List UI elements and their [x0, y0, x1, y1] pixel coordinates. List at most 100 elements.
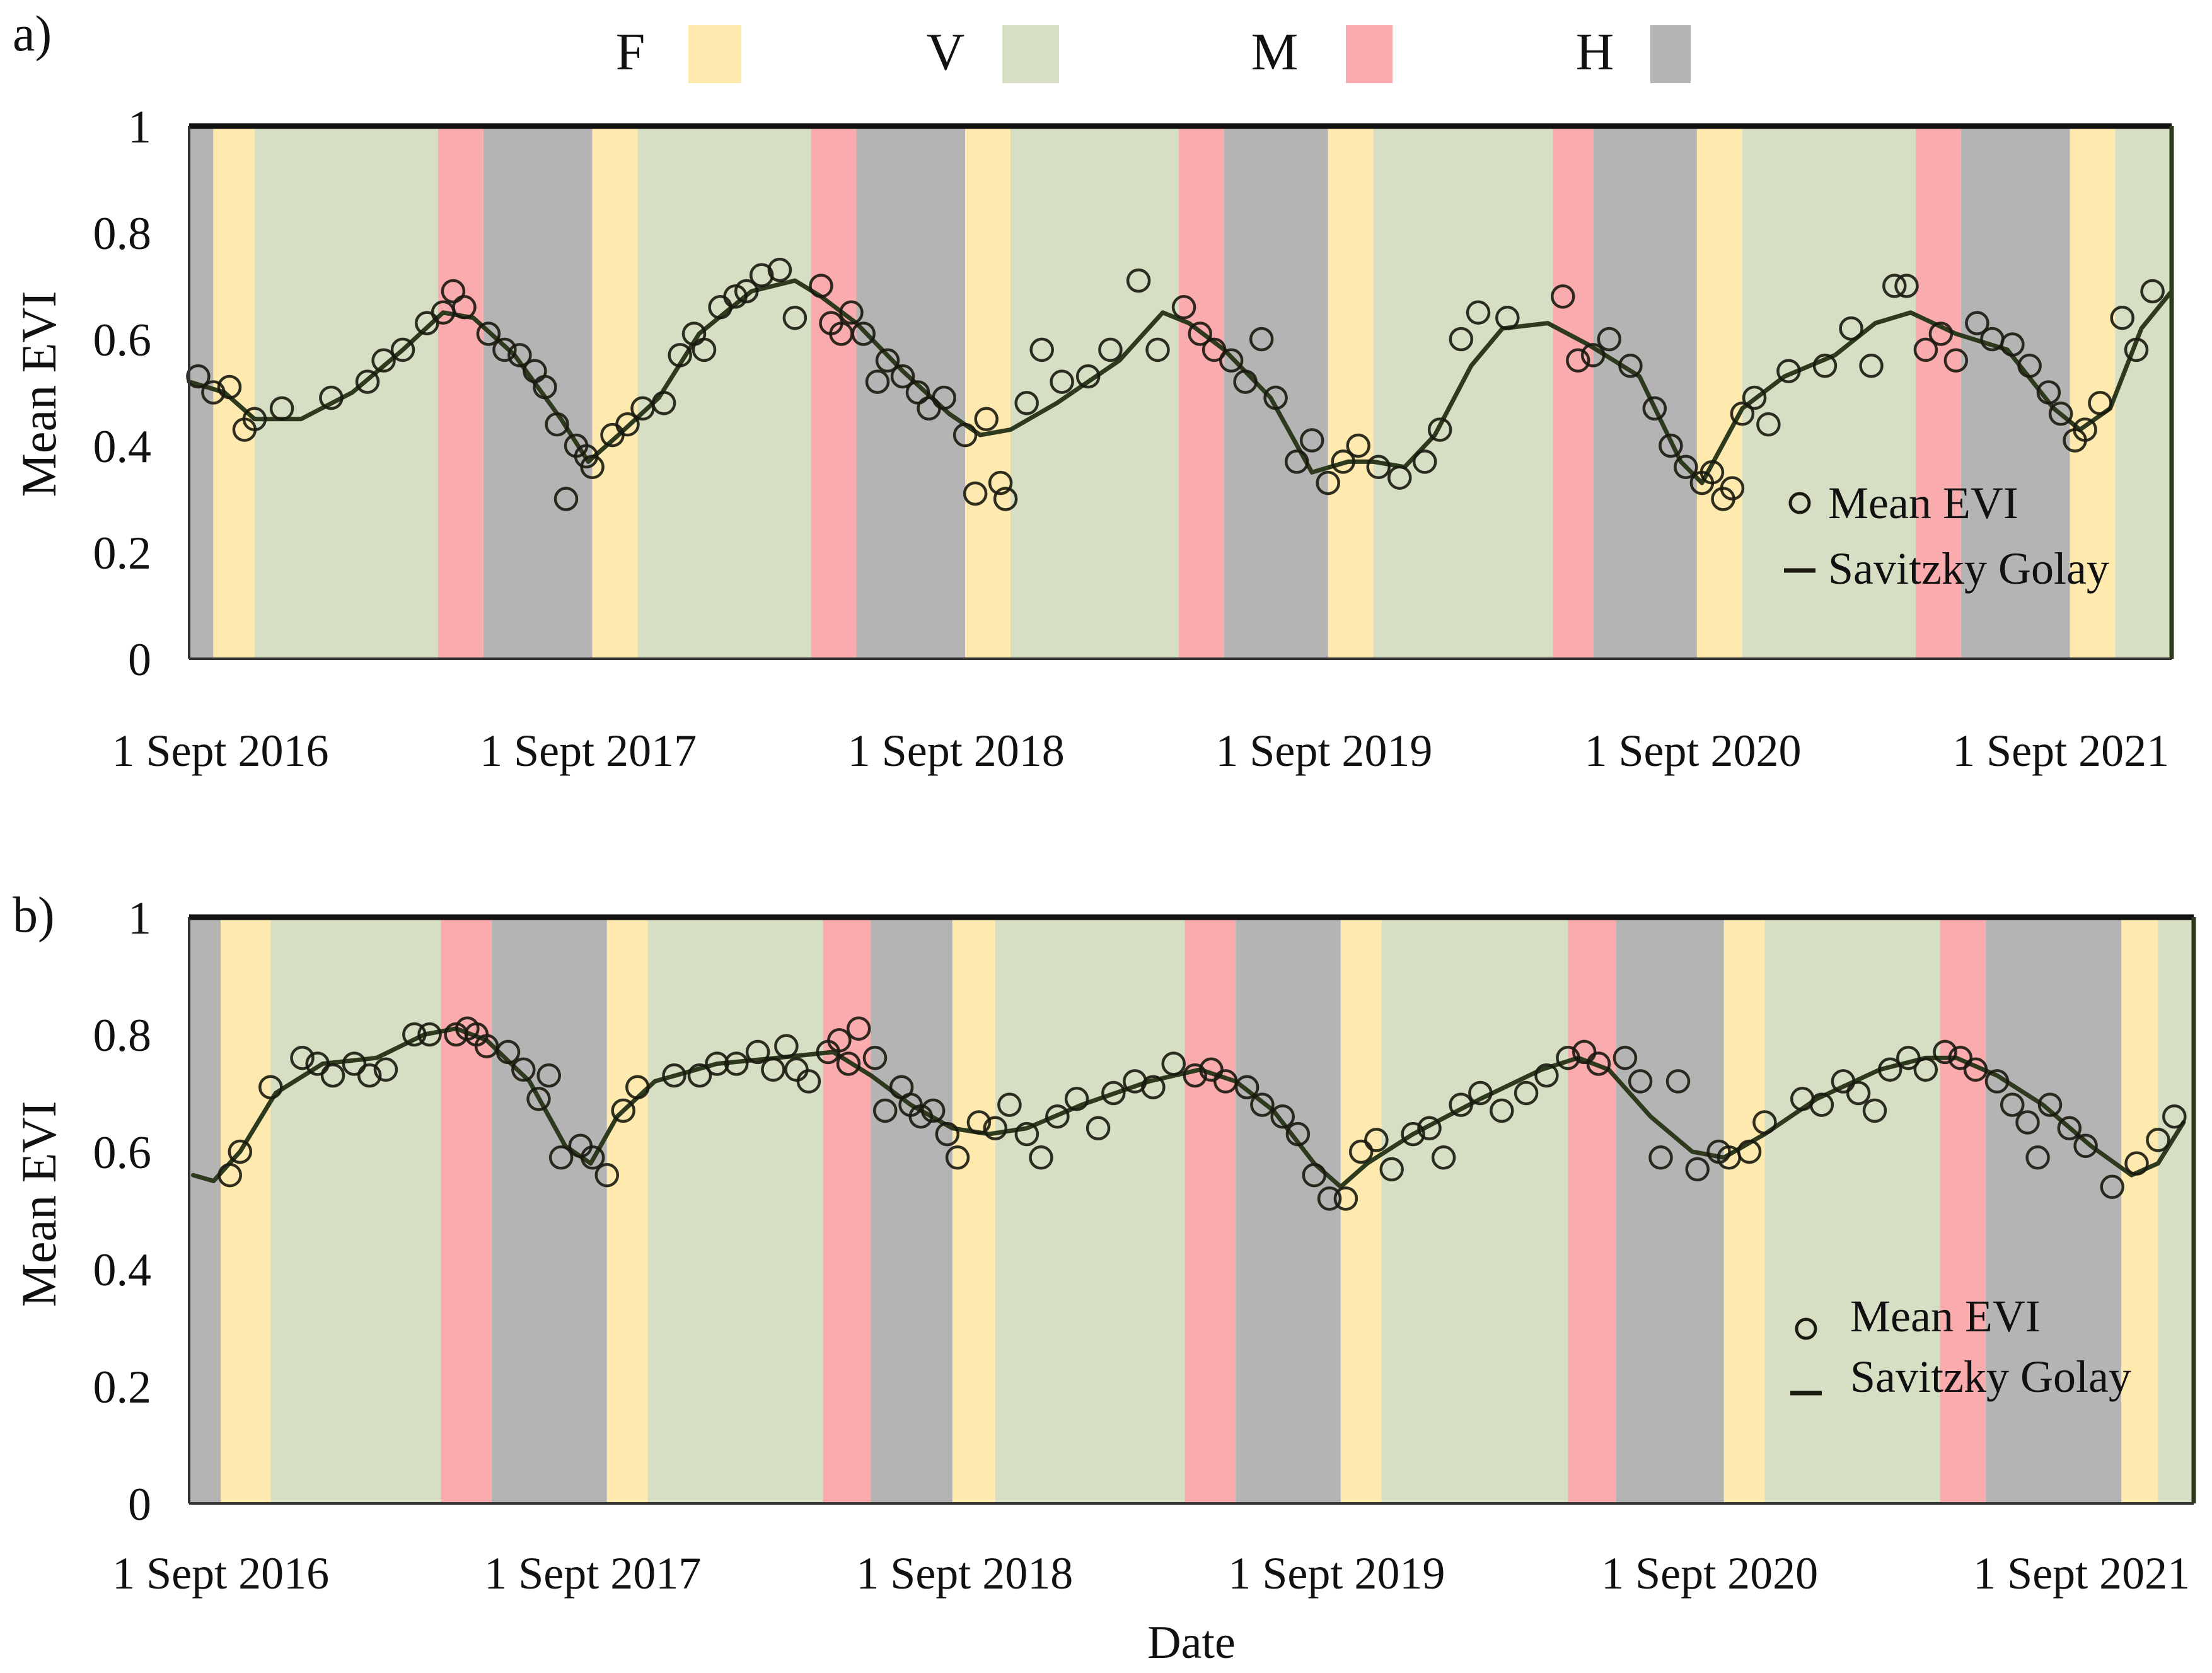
panel-a-mean-evi-point: [1730, 402, 1755, 426]
panel-a-mean-evi-point: [1839, 316, 1863, 341]
panel-b-band-h-8: [871, 917, 953, 1503]
panel-b-mean-evi-point: [2146, 1128, 2170, 1152]
panel-b-band-f-5: [606, 917, 648, 1503]
panel-b-mean-evi-point: [1648, 1145, 1673, 1170]
panel-b-mean-evi-point: [872, 1098, 898, 1123]
panel-b-mean-evi-point: [2057, 1116, 2082, 1141]
panel-b-mean-evi-point: [417, 1022, 442, 1047]
panel-b-x-tick-label: 1 Sept 2021: [1973, 1548, 2190, 1599]
panel-b-mean-evi-point: [1086, 1116, 1111, 1141]
panel-a-mean-evi-point: [1202, 337, 1227, 362]
panel-a-mean-evi-point: [217, 374, 242, 400]
panel-a-mean-evi-point: [2000, 332, 2025, 357]
panel-b-y-tick-label: 0.8: [93, 1010, 152, 1062]
panel-b-mean-evi-point: [1401, 1121, 1425, 1147]
panel-a-mean-evi-point: [1145, 337, 1170, 362]
panel-b-band-f-1: [221, 917, 271, 1503]
panel-b-band-h-0: [189, 917, 221, 1503]
panel-a-legend-marker: [1788, 492, 1811, 514]
panel-a-y-ticks: 0 0.2 0.4 0.6 0.8 1: [93, 101, 152, 686]
panel-b-mean-evi-point: [373, 1057, 398, 1082]
panel-b-mean-evi-point: [2037, 1092, 2063, 1117]
panel-b-y-tick-label: 1: [128, 893, 151, 944]
panel-b-mean-evi-point: [862, 1045, 888, 1070]
panel-a-mean-evi-point: [371, 348, 396, 373]
panel-b-mean-evi-point: [305, 1051, 330, 1076]
panel-a-mean-evi-point: [953, 422, 978, 448]
panel-a-mean-evi-point: [1014, 391, 1039, 415]
panel-b-mean-evi-point: [511, 1057, 536, 1082]
panel-b-mean-evi-point: [1963, 1057, 1988, 1082]
legend-swatch-f: [688, 25, 741, 83]
legend-label-f: F: [616, 23, 646, 81]
panel-b-band-m-19: [1940, 917, 1986, 1503]
panel-a-mean-evi-point: [476, 321, 501, 346]
panel-a-band-f-13: [1328, 126, 1374, 659]
panel-b-frame: [188, 914, 2196, 1505]
panel-b-band-v-22: [2158, 917, 2194, 1503]
panel-a-mean-evi-point: [865, 369, 890, 394]
panel-b-ylabel: Mean EVI: [11, 1101, 66, 1307]
panel-a-legend-line-label: Savitzky Golay: [1828, 543, 2109, 594]
panel-b-mean-evi-point: [594, 1162, 620, 1188]
panel-b-mean-evi-point: [1183, 1063, 1207, 1088]
panel-a-mean-evi-point: [1188, 321, 1212, 346]
panel-b-mean-evi-point: [290, 1045, 315, 1070]
panel-a-mean-evi-point: [1466, 300, 1491, 325]
panel-b-band-v-6: [647, 917, 823, 1503]
panel-a-mean-evi-point: [1219, 348, 1244, 373]
panel-b-mean-evi-point: [474, 1034, 499, 1058]
panel-a-mean-evi-point: [545, 412, 569, 437]
panel-b-mean-evi-point: [1141, 1075, 1166, 1099]
panel-a-band-v-10: [1010, 126, 1179, 659]
panel-b-mean-evi-point: [1809, 1092, 1834, 1117]
panel-b-mean-evi-point: [997, 1092, 1022, 1117]
panel-b-mean-evi-points: [217, 1016, 2187, 1211]
panel-b-legend: Mean EVI Savitzky Golay: [1790, 1291, 2131, 1402]
panel-a-mean-evi-point: [2073, 417, 2097, 442]
panel-a-mean-evi-point: [1674, 454, 1698, 480]
panel-b-band-f-21: [2121, 917, 2158, 1503]
panel-a-mean-evi-point: [1050, 369, 1074, 394]
panel-a-mean-evi-point: [963, 481, 988, 506]
panel-a-mean-evi-point: [1913, 337, 1938, 362]
panel-a-x-tick-label: 1 Sept 2017: [480, 726, 697, 776]
panel-a-band-m-11: [1179, 126, 1225, 659]
panel-b-band-v-18: [1764, 917, 1940, 1503]
panel-a-label: a): [13, 6, 52, 62]
panel-b-mean-evi-point: [2100, 1174, 2124, 1200]
panel-a: a) Mean EVI 00.20.40.60.81 1 Sept 2016 1 …: [11, 6, 2174, 776]
panel-b-legend-marker: [1795, 1317, 1817, 1340]
panel-a-mean-evi-point: [809, 274, 833, 298]
panel-a-mean-evi-point: [1597, 327, 1622, 352]
panel-b-mean-evi-point: [1534, 1063, 1559, 1088]
panel-b-mean-evi-point: [774, 1034, 799, 1058]
panel-b-mean-evi-point: [611, 1098, 635, 1123]
panel-a-y-tick-label: 1: [128, 101, 151, 153]
panel-a-mean-evi-point: [1075, 364, 1101, 389]
panel-b-mean-evi-point: [1752, 1110, 1777, 1135]
panel-b-y-tick-label: 0.4: [93, 1244, 152, 1296]
panel-a-mean-evi-point: [1171, 295, 1196, 320]
legend-swatch-m: [1346, 25, 1393, 83]
panel-a-band-v-14: [1373, 126, 1553, 659]
panel-b-mean-evi-point: [687, 1063, 712, 1088]
panel-b-mean-evi-point: [724, 1051, 749, 1076]
panel-a-frame: [188, 123, 2174, 660]
panel-a-mean-evi-point: [1551, 284, 1575, 309]
panel-b-mean-evi-point: [1250, 1092, 1275, 1117]
panel-a-mean-evi-point: [839, 300, 864, 325]
panel-b: b) Mean EVI 00.20.40.60.81 1 Sept 2016 1 …: [11, 888, 2196, 1669]
panel-a-band-m-7: [811, 126, 857, 659]
panel-a-legend-points-label: Mean EVI: [1828, 478, 2018, 528]
panel-b-mean-evi-point: [536, 1063, 561, 1088]
legend-swatch-v: [1002, 25, 1059, 83]
panel-a-phase-bands: [189, 126, 2172, 659]
panel-b-mean-evi-point: [1490, 1098, 1514, 1123]
panel-b-mean-evi-point: [2000, 1092, 2025, 1117]
panel-a-band-m-15: [1553, 126, 1594, 659]
panel-a-mean-evi-point: [875, 348, 900, 373]
panel-a-mean-evi-point: [1263, 385, 1288, 410]
panel-a-mean-evi-point: [692, 337, 717, 362]
panel-a-mean-evi-point: [1580, 343, 1606, 368]
